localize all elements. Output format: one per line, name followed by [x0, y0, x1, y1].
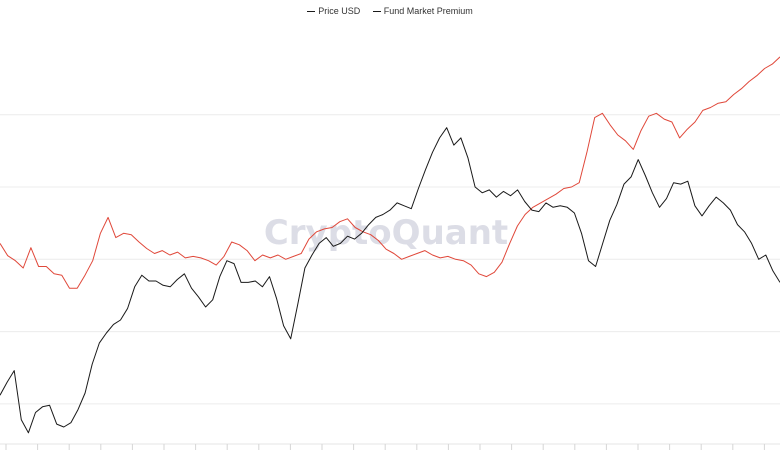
- legend: Price USD Fund Market Premium: [0, 6, 780, 16]
- watermark: CryptoQuant: [264, 213, 508, 253]
- series-line-price[interactable]: [0, 127, 780, 434]
- legend-item-price[interactable]: Price USD: [307, 6, 360, 16]
- x-axis-ticks: [0, 443, 780, 450]
- legend-item-premium[interactable]: Fund Market Premium: [372, 6, 473, 16]
- legend-swatch-price: [307, 11, 316, 13]
- legend-label-premium: Fund Market Premium: [383, 6, 473, 16]
- legend-swatch-premium: [372, 11, 381, 13]
- grid-lines: [0, 114, 780, 405]
- legend-label-price: Price USD: [318, 6, 361, 16]
- series-line-premium[interactable]: [0, 56, 780, 289]
- series-layer: [0, 56, 780, 434]
